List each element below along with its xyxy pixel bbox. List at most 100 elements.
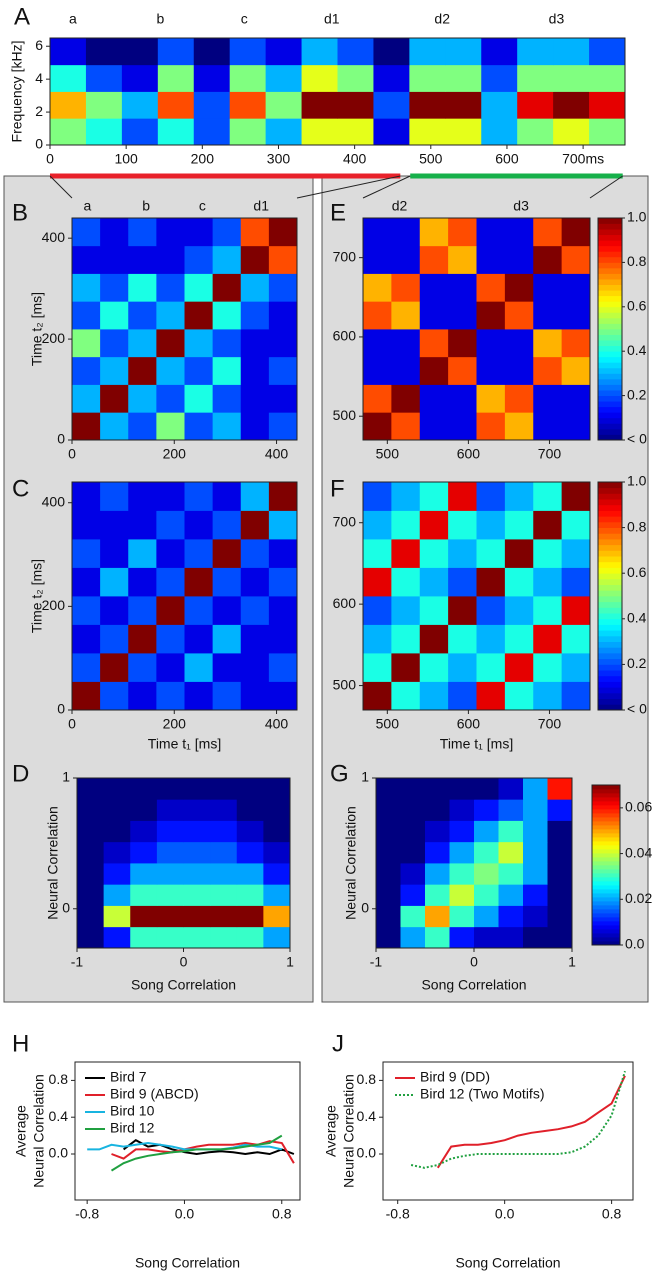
heatmap-cell bbox=[533, 681, 563, 711]
panel-letter: C bbox=[12, 475, 29, 502]
heatmap-cell bbox=[128, 482, 157, 511]
heatmap-cell bbox=[449, 820, 475, 843]
colorbar-step bbox=[598, 251, 622, 258]
colorbar-step bbox=[592, 801, 620, 806]
y-tick-label: 1 bbox=[361, 769, 369, 785]
heatmap-cell bbox=[376, 926, 401, 949]
heatmap-cell bbox=[240, 596, 270, 625]
heatmap-cell bbox=[236, 820, 264, 843]
colorbar-step bbox=[598, 584, 622, 591]
y-tick-label: 2 bbox=[35, 103, 43, 119]
heatmap-cell bbox=[268, 539, 298, 568]
y-tick-label: 0.0 bbox=[49, 1145, 69, 1161]
heatmap-cell bbox=[448, 273, 477, 302]
heatmap-cell bbox=[77, 884, 105, 906]
y-tick-label: 700 bbox=[333, 513, 357, 529]
heatmap-cell bbox=[268, 510, 298, 540]
heatmap-cell bbox=[589, 38, 626, 66]
heatmap-cell bbox=[504, 482, 534, 511]
colorbar-step bbox=[592, 913, 620, 918]
heatmap-cell bbox=[193, 64, 231, 92]
heatmap-cell bbox=[184, 218, 214, 247]
segment-label: d2 bbox=[392, 198, 408, 214]
x-tick-label: 0.8 bbox=[272, 1206, 292, 1222]
heatmap-cell bbox=[100, 301, 129, 330]
heatmap-cell bbox=[504, 218, 534, 247]
heatmap-cell bbox=[547, 926, 573, 949]
heatmap-cell bbox=[157, 38, 195, 66]
heatmap-cell bbox=[156, 624, 185, 654]
colorbar-step bbox=[598, 245, 622, 252]
heatmap-cell bbox=[498, 799, 524, 821]
colorbar-step bbox=[592, 941, 620, 946]
segment-label: d1 bbox=[324, 11, 340, 27]
y-tick-label: 500 bbox=[333, 676, 357, 692]
heatmap-cell bbox=[391, 624, 421, 654]
heatmap-cell bbox=[212, 510, 242, 540]
connector-line bbox=[49, 175, 73, 199]
colorbar-step bbox=[598, 229, 622, 236]
heatmap-cell bbox=[363, 681, 392, 711]
heatmap-cell bbox=[121, 64, 159, 92]
heatmap-cell bbox=[240, 482, 270, 511]
colorbar-step bbox=[598, 504, 622, 511]
heatmap-cell bbox=[363, 218, 392, 247]
colorbar-step bbox=[592, 837, 620, 842]
heatmap-cell bbox=[363, 329, 392, 358]
segment-label: a bbox=[83, 198, 91, 214]
heatmap-cell bbox=[240, 384, 270, 413]
x-tick-label: 400 bbox=[265, 716, 289, 732]
heatmap-cell bbox=[240, 273, 270, 302]
heatmap-cell bbox=[77, 863, 105, 885]
heatmap-cell bbox=[449, 841, 475, 864]
heatmap-cell bbox=[263, 820, 291, 843]
colorbar-step bbox=[592, 893, 620, 898]
heatmap-cell bbox=[184, 356, 214, 385]
heatmap-cell bbox=[100, 624, 129, 654]
colorbar-step bbox=[592, 881, 620, 886]
heatmap-cell bbox=[50, 91, 87, 119]
heatmap-cell bbox=[128, 567, 157, 597]
heatmap-cell bbox=[476, 567, 506, 597]
heatmap-cell bbox=[183, 778, 211, 800]
heatmap-cell bbox=[533, 301, 563, 330]
heatmap-cell bbox=[212, 681, 242, 711]
x-tick-label: 500 bbox=[376, 716, 400, 732]
heatmap-cell bbox=[265, 91, 302, 119]
heatmap-cell bbox=[561, 384, 591, 413]
legend-label: Bird 10 bbox=[110, 1103, 155, 1119]
heatmap-cell bbox=[156, 356, 185, 385]
plot-frame bbox=[71, 481, 298, 711]
colorbar-step bbox=[598, 290, 622, 297]
heatmap-cell bbox=[391, 412, 421, 441]
colorbar-step bbox=[598, 273, 622, 280]
x-tick-label: 0 bbox=[180, 954, 188, 970]
colorbar-step bbox=[592, 929, 620, 934]
x-tick-label: 500 bbox=[376, 446, 400, 462]
heatmap-cell bbox=[184, 245, 214, 274]
heatmap-cell bbox=[183, 884, 211, 906]
heatmap-cell bbox=[481, 64, 518, 92]
x-tick-label: 200 bbox=[191, 151, 215, 167]
heatmap-cell bbox=[448, 356, 477, 385]
heatmap-cell bbox=[156, 218, 185, 247]
heatmap-cell bbox=[504, 245, 534, 274]
colorbar-step bbox=[592, 793, 620, 798]
heatmap-cell bbox=[100, 596, 129, 625]
colorbar-step bbox=[592, 785, 620, 790]
colorbar-step bbox=[592, 845, 620, 850]
heatmap-cell bbox=[448, 567, 477, 597]
colorbar-tick-label: 0.02 bbox=[625, 890, 652, 906]
connector-line bbox=[296, 175, 401, 199]
colorbar-step bbox=[598, 653, 622, 660]
colorbar-step bbox=[592, 901, 620, 906]
colorbar-step bbox=[598, 573, 622, 580]
heatmap-cell bbox=[533, 384, 563, 413]
heatmap-cell bbox=[400, 778, 426, 800]
heatmap-cell bbox=[533, 482, 563, 511]
heatmap-cell bbox=[448, 218, 477, 247]
colorbar-step bbox=[598, 692, 622, 699]
heatmap-cell bbox=[184, 681, 214, 711]
heatmap-cell bbox=[100, 218, 129, 247]
x-tick-label: -1 bbox=[71, 954, 84, 970]
